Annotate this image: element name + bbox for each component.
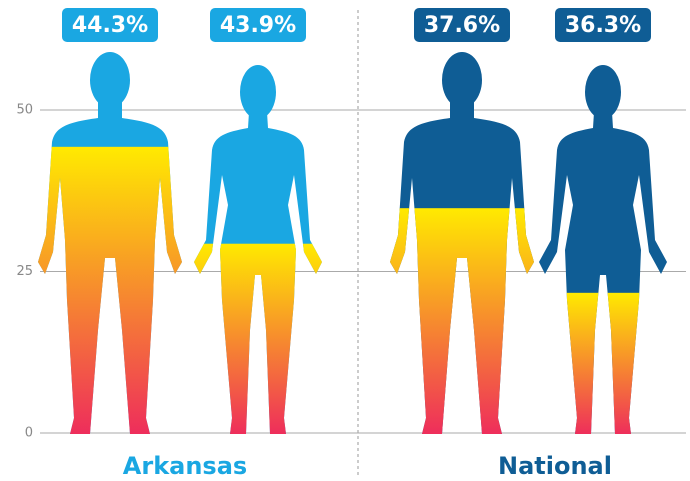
figure xyxy=(390,52,534,434)
figure xyxy=(38,52,182,434)
figure xyxy=(539,65,667,434)
fill-level xyxy=(38,146,182,434)
fill-level xyxy=(390,208,534,434)
y-tick-label: 0 xyxy=(25,426,33,441)
figure-body xyxy=(390,52,534,434)
y-tick-label: 25 xyxy=(16,264,33,279)
figure-body xyxy=(194,65,322,434)
figure-body xyxy=(38,52,182,434)
body xyxy=(539,65,667,434)
badge-label: 44.3% xyxy=(72,13,148,38)
figure xyxy=(194,65,322,434)
badge-label: 36.3% xyxy=(565,13,641,38)
badge xyxy=(555,8,651,42)
y-tick-label: 50 xyxy=(16,103,33,118)
badge-label: 37.6% xyxy=(424,13,500,38)
group-label: National xyxy=(498,452,612,480)
badge xyxy=(210,8,306,42)
group-label: Arkansas xyxy=(123,452,247,480)
badge-label: 43.9% xyxy=(220,13,296,38)
fill-level xyxy=(194,243,322,434)
fill-level xyxy=(539,292,667,434)
body xyxy=(194,65,322,434)
badge xyxy=(62,8,158,42)
figure-body xyxy=(539,65,667,434)
badge xyxy=(414,8,510,42)
